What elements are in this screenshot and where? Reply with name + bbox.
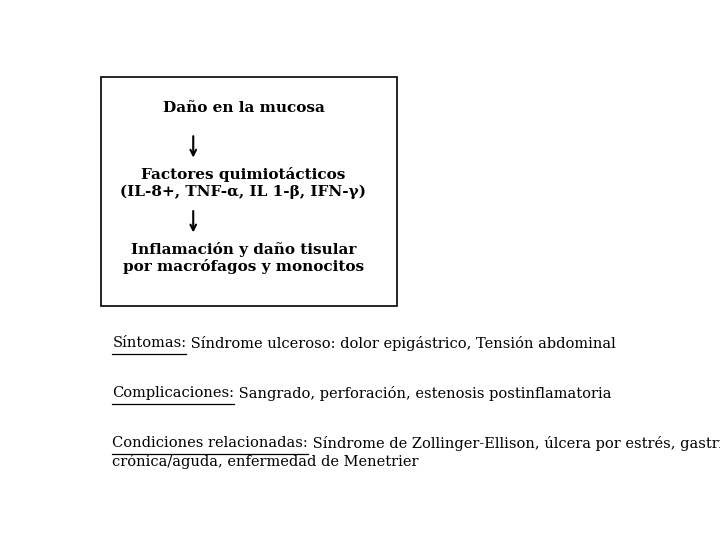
Text: por macrófagos y monocitos: por macrófagos y monocitos (123, 259, 364, 274)
Text: Sangrado, perforación, estenosis postinflamatoria: Sangrado, perforación, estenosis postinf… (234, 386, 612, 401)
Text: Síndrome de Zollinger-Ellison, úlcera por estrés, gastritis: Síndrome de Zollinger-Ellison, úlcera po… (308, 436, 720, 451)
Text: Condiciones relacionadas:: Condiciones relacionadas: (112, 436, 308, 450)
Text: Síndrome ulceroso: dolor epigástrico, Tensión abdominal: Síndrome ulceroso: dolor epigástrico, Te… (186, 336, 616, 351)
Text: Síntomas:: Síntomas: (112, 336, 186, 350)
Text: Inflamación y daño tisular: Inflamación y daño tisular (131, 242, 356, 258)
FancyBboxPatch shape (101, 77, 397, 306)
Text: Complicaciones:: Complicaciones: (112, 386, 234, 400)
Text: (IL-8+, TNF-α, IL 1-β, IFN-γ): (IL-8+, TNF-α, IL 1-β, IFN-γ) (120, 185, 366, 199)
Text: Daño en la mucosa: Daño en la mucosa (163, 102, 325, 116)
Text: crónica/aguda, enfermedad de Menetrier: crónica/aguda, enfermedad de Menetrier (112, 454, 419, 469)
Text: Factores quimiotácticos: Factores quimiotácticos (141, 167, 346, 183)
